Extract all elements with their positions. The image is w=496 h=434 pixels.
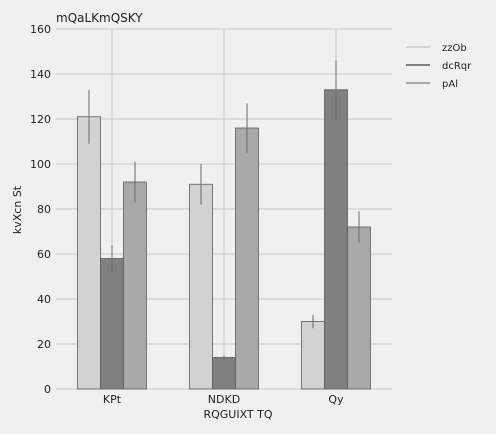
bar (302, 322, 325, 390)
bar (101, 259, 124, 390)
y-tick-label: 20 (37, 338, 51, 351)
bar (213, 358, 236, 390)
legend-label: dcRqr (442, 61, 472, 72)
bar (236, 128, 259, 389)
bar (348, 227, 371, 389)
y-tick-label: 140 (30, 68, 51, 81)
bar (124, 182, 147, 389)
bar (78, 117, 101, 389)
legend: zzOb dcRqr pAl (406, 43, 472, 90)
y-tick-label: 120 (30, 113, 51, 126)
chart-title: mQaLKmQSKY (56, 11, 143, 25)
y-tick-label: 100 (30, 158, 51, 171)
x-tick-label: KPt (103, 393, 122, 406)
legend-label: pAl (442, 79, 458, 90)
y-tick-label: 160 (30, 23, 51, 36)
y-tick-label: 0 (44, 383, 51, 396)
x-tick-label: NDKD (208, 393, 240, 406)
bar (190, 184, 213, 389)
x-axis-ticks: KPt NDKD Qy (103, 393, 344, 406)
x-tick-label: Qy (328, 393, 344, 406)
y-tick-label: 80 (37, 203, 51, 216)
y-axis-label: kvXcn St (11, 185, 24, 234)
x-axis-label: RQGUIXT TQ (203, 408, 272, 421)
bar (325, 90, 348, 389)
legend-label: zzOb (442, 43, 467, 54)
y-tick-label: 40 (37, 293, 51, 306)
y-tick-label: 60 (37, 248, 51, 261)
y-axis-ticks: 0 20 40 60 80 100 120 140 160 (30, 23, 51, 396)
